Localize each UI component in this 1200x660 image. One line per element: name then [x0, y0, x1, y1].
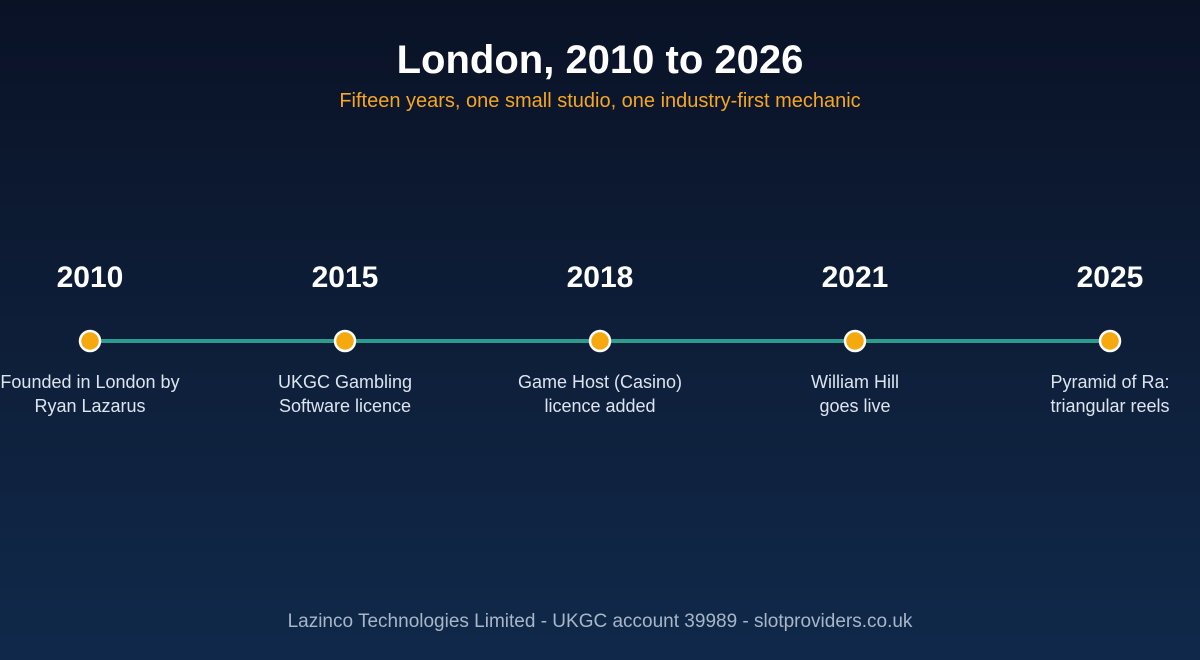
milestone-description: UKGC Gambling Software licence — [277, 372, 413, 416]
milestone-year: 2018 — [566, 261, 634, 294]
timeline-marker-2010 — [78, 329, 102, 353]
milestone-year: 2010 — [56, 261, 124, 294]
milestone-year: 2021 — [821, 261, 889, 294]
milestone-year: 2015 — [311, 261, 379, 294]
page-subtitle: Fifteen years, one small studio, one ind… — [339, 90, 861, 112]
milestone-description: William Hill goes live — [811, 372, 899, 416]
milestone-description: Pyramid of Ra: triangular reels — [1050, 372, 1170, 416]
milestone-description: Founded in London by Ryan Lazarus — [0, 372, 180, 416]
page-title: London, 2010 to 2026 — [396, 38, 804, 82]
timeline-markers — [78, 329, 1122, 353]
milestone-year: 2025 — [1076, 261, 1144, 294]
milestone-description: Game Host (Casino) licence added — [517, 372, 683, 416]
timeline-marker-2015 — [333, 329, 357, 353]
timeline-marker-2018 — [588, 329, 612, 353]
timeline-marker-2021 — [843, 329, 867, 353]
timeline-marker-2025 — [1098, 329, 1122, 353]
footer-credit: Lazinco Technologies Limited - UKGC acco… — [287, 611, 913, 632]
